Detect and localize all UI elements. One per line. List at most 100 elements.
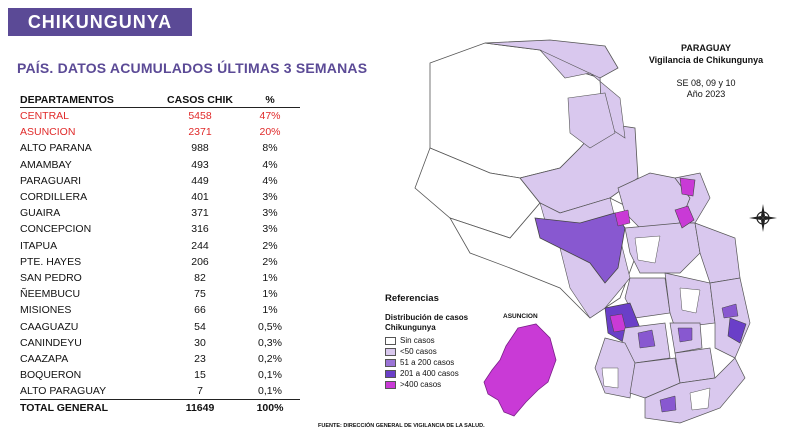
table-row: AMAMBAY 493 4% [20,157,300,173]
dept-cell: CORDILLERA [20,191,88,204]
cases-cell: 244 [191,239,209,252]
pct-cell: 3% [262,223,278,236]
cases-cell: 316 [191,223,209,236]
cases-cell: 371 [191,207,209,220]
legend-swatch [385,369,396,378]
table-row: ASUNCION 2371 20% [20,124,300,140]
region-paraguari-mid [637,329,656,349]
legend-swatch [385,358,396,367]
legend-label: 51 a 200 casos [400,358,455,367]
total-pct: 100% [256,401,284,414]
dept-cell: CAAGUAZU [20,320,79,333]
dept-cell: CONCEPCION [20,223,92,236]
table-row: CAAGUAZU 54 0,5% [20,318,300,334]
table-row: CANINDEYU 30 0,3% [20,335,300,351]
total-cases: 11649 [185,401,215,414]
table-row: GUAIRA 371 3% [20,205,300,221]
region-mid-east [721,303,739,319]
pct-cell: 0,5% [258,320,282,333]
pct-cell: 2% [262,255,278,268]
legend-item: 51 a 200 casos [385,357,459,368]
pct-cell: 4% [262,158,278,171]
region-caazapa [674,347,716,384]
region-canindeyu-high [674,205,695,229]
pct-cell: 4% [262,174,278,187]
region-cordillera [624,277,671,319]
pct-cell: 20% [259,126,281,139]
legend-swatch [385,336,396,345]
cases-cell: 15 [194,369,206,382]
legend-title-line1: Distribución de casos [385,313,469,322]
legend-item: <50 casos [385,346,459,357]
legend: Sin casos <50 casos 51 a 200 casos 201 a… [385,335,459,390]
cases-cell: 82 [194,271,206,284]
legend-title: Distribución de casos Chikungunya [385,313,468,333]
dept-cell: PARAGUARI [20,174,82,187]
table-row: ALTO PARAGUAY 7 0,1% [20,383,300,399]
pct-cell: 1% [262,288,278,301]
cases-cell: 5458 [188,110,212,123]
dept-cell: ALTO PARAGUAY [20,385,107,398]
cases-table: DEPARTAMENTOS CASOS CHIK % CENTRAL 5458 47… [20,92,300,415]
cases-cell: 206 [191,255,209,268]
source-note: FUENTE: DIRECCIÓN GENERAL DE VIGILANCIA … [318,423,485,429]
table-row: CONCEPCION 316 3% [20,221,300,237]
pct-cell: 1% [262,304,278,317]
pct-cell: 2% [262,239,278,252]
map-period: SE 08, 09 y 10 Año 2023 [622,78,790,100]
map-title-country: PARAGUAY [680,43,731,53]
subtitle: PAÍS. DATOS ACUMULADOS ÚLTIMAS 3 SEMANAS [17,60,368,76]
asuncion-inset-map [483,323,557,417]
pct-cell: 3% [262,207,278,220]
legend-swatch [385,380,396,389]
header-casos: CASOS CHIK [167,93,233,106]
region-itapua-white [689,387,711,411]
region-san-pedro-mid [634,235,661,264]
header-departamentos: DEPARTAMENTOS [20,93,114,106]
region-51-200-large [534,212,626,284]
header-pct: % [265,93,275,106]
legend-heading: Referencias [385,293,439,304]
legend-item: >400 casos [385,379,459,390]
region-chaco-ne [567,92,616,149]
legend-label: 201 a 400 casos [400,369,459,378]
region-canindeyu [694,222,741,284]
table-row: BOQUERON 15 0,1% [20,367,300,383]
legend-title-line2: Chikungunya [385,323,436,332]
region-caaguazu-white [679,287,701,314]
table-row: PARAGUARI 449 4% [20,173,300,189]
table-row: CORDILLERA 401 3% [20,189,300,205]
legend-label: >400 casos [400,380,442,389]
table-row: ITAPUA 244 2% [20,238,300,254]
pct-cell: 1% [262,271,278,284]
map-weeks: SE 08, 09 y 10 [676,78,736,88]
dept-cell: MISIONES [20,304,72,317]
map-title-topic: Vigilancia de Chikungunya [648,55,764,65]
region-high-west [614,209,631,227]
pct-cell: 47% [259,110,281,123]
region-guaira-mid [677,327,693,343]
dept-cell: SAN PEDRO [20,271,82,284]
dept-cell: ALTO PARANA [20,142,92,155]
cases-cell: 7 [197,385,203,398]
cases-cell: 75 [194,288,206,301]
region-alto-parana-high [727,317,747,344]
table-row: CAAZAPA 23 0,2% [20,351,300,367]
pct-cell: 8% [262,142,278,155]
table-row: PTE. HAYES 206 2% [20,254,300,270]
map-year: Año 2023 [686,89,726,99]
cases-cell: 54 [194,320,206,333]
cases-cell: 988 [191,142,209,155]
legend-label: <50 casos [400,347,437,356]
dept-cell: CAAZAPA [20,352,69,365]
cases-cell: 2371 [188,126,212,139]
dept-cell: AMAMBAY [20,158,72,171]
legend-item: Sin casos [385,335,459,346]
cases-cell: 449 [191,174,209,187]
page-title: CHIKUNGUNYA [8,8,192,36]
legend-label: Sin casos [400,336,435,345]
table-header: DEPARTAMENTOS CASOS CHIK % [20,92,300,108]
total-label: TOTAL GENERAL [20,401,109,414]
dept-cell: ÑEEMBUCU [20,288,81,301]
dept-cell: CANINDEYU [20,336,82,349]
